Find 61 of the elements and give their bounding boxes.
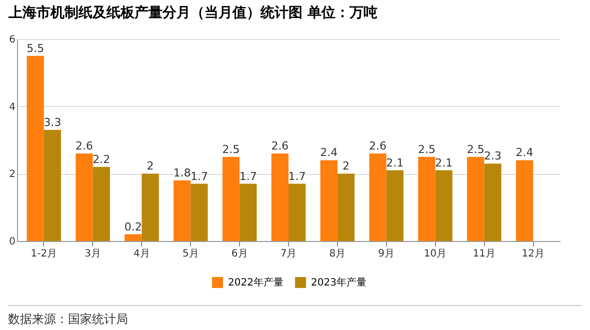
data-label: 1.8: [173, 166, 191, 180]
data-label: 2.4: [516, 146, 534, 160]
y-tick-label: 0: [9, 236, 16, 248]
x-tick-label: 7月: [280, 248, 297, 260]
data-label: 1.7: [239, 170, 257, 183]
data-label: 2: [342, 160, 350, 173]
bar: [142, 174, 159, 241]
x-tick-label: 9月: [378, 248, 395, 260]
source-note: 数据来源：国家统计局: [8, 305, 582, 330]
data-label: 2.5: [418, 142, 436, 156]
data-label: 3.3: [44, 116, 62, 129]
x-tick-label: 6月: [231, 248, 248, 260]
bar: [337, 174, 355, 241]
bar: [320, 160, 338, 241]
chart-title: 上海市机制纸及纸板产量分月（当月值）统计图 单位：万吨: [8, 4, 378, 21]
bar: [92, 166, 110, 241]
bar: [26, 56, 44, 241]
data-label: 2.6: [369, 139, 387, 152]
x-tick-label: 5月: [182, 248, 199, 260]
data-label: 1.7: [190, 170, 208, 183]
bar: [386, 170, 404, 241]
y-tick-label: 6: [9, 34, 16, 46]
x-tick-label: 10月: [424, 248, 447, 260]
data-label: 2.6: [76, 139, 94, 152]
bar: [369, 153, 386, 241]
x-tick-label: 8月: [329, 248, 346, 260]
bar: [435, 170, 452, 241]
data-label: 2: [146, 160, 154, 173]
bar: [288, 184, 306, 241]
data-label: 1.7: [288, 170, 306, 183]
bar: [124, 234, 142, 241]
bar: [516, 160, 534, 241]
data-label: 2.5: [466, 142, 484, 156]
y-tick-label: 2: [9, 169, 16, 180]
bar: [467, 156, 484, 241]
x-tick-label: 11月: [472, 248, 496, 260]
data-label: 2.4: [320, 146, 338, 160]
bar: [44, 130, 62, 241]
data-label: 0.2: [124, 220, 142, 234]
bar: [174, 180, 191, 241]
x-tick-label: 4月: [134, 248, 150, 260]
bar: [484, 164, 502, 241]
bar: [418, 156, 436, 241]
y-tick-label: 4: [9, 102, 16, 113]
x-tick-label: 12月: [522, 248, 544, 260]
bar: [222, 156, 240, 241]
data-label: 2.1: [386, 156, 404, 170]
data-label: 2.6: [271, 139, 289, 152]
data-label: 2.1: [435, 156, 453, 170]
bar: [190, 184, 208, 241]
bar: [240, 184, 257, 241]
bar: [271, 153, 288, 241]
x-tick-label: 3月: [84, 248, 102, 260]
legend-label: 2023年产量: [311, 276, 366, 289]
data-label: 5.5: [26, 42, 44, 55]
bar: [76, 153, 93, 241]
x-tick-label: 1-2月: [30, 248, 58, 260]
legend-label: 2022年产量: [228, 276, 284, 289]
data-label: 2.2: [92, 152, 110, 166]
data-label: 2.5: [222, 142, 240, 156]
data-label: 2.3: [484, 150, 502, 163]
